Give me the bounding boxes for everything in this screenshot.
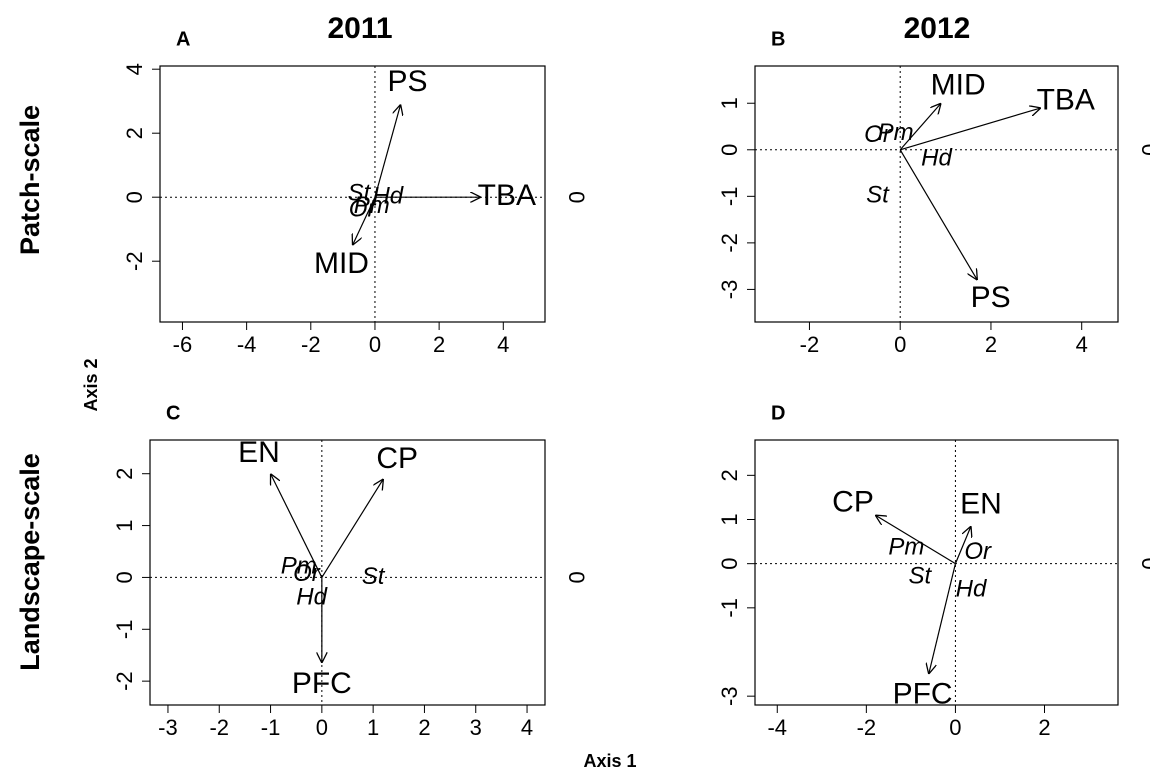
x-tick-label: -6: [173, 332, 193, 357]
arrow-label: EN: [960, 488, 1002, 521]
y-tick-label: -1: [717, 598, 742, 618]
x-tick-label: 2: [433, 332, 445, 357]
y-tick-label: 1: [112, 519, 137, 531]
arrow: [353, 196, 376, 245]
arrow: [929, 563, 957, 674]
y-tick-label: -1: [717, 187, 742, 207]
y-axis-label: Axis 2: [81, 358, 101, 411]
arrow-label: EN: [238, 436, 280, 469]
panel-label: C: [166, 402, 180, 424]
y2-tick-label: 0: [564, 191, 589, 203]
y-tick-label: 2: [112, 468, 137, 480]
x-tick-label: -2: [301, 332, 321, 357]
arrow: [899, 149, 977, 280]
column-title: 2011: [327, 12, 392, 45]
species-label: Hd: [372, 183, 403, 210]
arrow: [271, 474, 323, 578]
arrow-label: CP: [376, 442, 418, 475]
column-title: 2012: [904, 12, 971, 45]
x-tick-label: -2: [857, 715, 877, 740]
y-tick-label: 2: [717, 469, 742, 481]
x-tick-label: 0: [949, 715, 961, 740]
x-tick-label: -2: [209, 715, 229, 740]
arrow: [374, 104, 401, 198]
plot-frame: [754, 65, 1119, 323]
y2-tick-label: 0: [1137, 144, 1150, 156]
panel-label: B: [771, 28, 785, 50]
y-tick-label: 1: [717, 513, 742, 525]
x-axis-label: Axis 1: [583, 751, 636, 771]
y-tick-label: -3: [717, 686, 742, 706]
y-tick-label: 0: [717, 144, 742, 156]
x-tick-label: 2: [1038, 715, 1050, 740]
y-tick-label: -2: [717, 233, 742, 253]
species-label: St: [348, 179, 372, 206]
row-title: Landscape-scale: [15, 453, 45, 671]
arrow: [899, 103, 941, 151]
species-label: Pm: [281, 552, 317, 579]
x-tick-label: 0: [316, 715, 328, 740]
x-tick-label: 0: [894, 332, 906, 357]
y-tick-label: -3: [717, 280, 742, 300]
species-label: Or: [293, 560, 321, 587]
x-tick-label: -1: [261, 715, 281, 740]
arrow-label: MID: [314, 247, 369, 280]
plot-frame: [149, 439, 546, 706]
species-label: Pm: [888, 534, 924, 561]
y-tick-label: -2: [112, 671, 137, 691]
plot-frame: [159, 65, 546, 323]
y-tick-label: 4: [122, 63, 147, 75]
y-tick-label: 0: [112, 571, 137, 583]
x-tick-label: -3: [158, 715, 178, 740]
arrow-label: PFC: [893, 677, 953, 710]
y-tick-label: -1: [112, 620, 137, 640]
y-tick-label: 0: [717, 558, 742, 570]
species-label: Hd: [956, 576, 987, 603]
arrow-label: CP: [832, 486, 874, 519]
x-tick-label: -2: [800, 332, 820, 357]
arrow: [954, 526, 971, 564]
arrow-label: PS: [388, 65, 428, 98]
x-tick-label: 1: [367, 715, 379, 740]
arrow: [900, 108, 1041, 151]
x-tick-label: -4: [767, 715, 787, 740]
x-tick-label: 4: [521, 715, 533, 740]
x-tick-label: 2: [418, 715, 430, 740]
arrow: [321, 479, 384, 578]
species-label: Pm: [878, 119, 914, 146]
x-tick-label: 2: [985, 332, 997, 357]
x-tick-label: 3: [470, 715, 482, 740]
species-label: St: [362, 563, 386, 590]
y-tick-label: 2: [122, 127, 147, 139]
panel-label: D: [771, 402, 785, 424]
species-label: St: [866, 182, 890, 209]
plot-frame: [754, 439, 1119, 706]
species-label: Hd: [921, 144, 952, 171]
panel-label: A: [176, 28, 190, 50]
arrow: [875, 515, 956, 565]
x-tick-label: 0: [369, 332, 381, 357]
x-tick-label: 4: [1076, 332, 1088, 357]
y-tick-label: 0: [122, 191, 147, 203]
arrow-label: PFC: [292, 667, 352, 700]
row-title: Patch-scale: [15, 105, 45, 255]
species-label: Pm: [354, 192, 390, 219]
x-tick-label: 4: [497, 332, 509, 357]
y-tick-label: -2: [122, 251, 147, 271]
species-label: St: [908, 562, 932, 589]
y2-tick-label: 0: [1137, 558, 1150, 570]
arrow-label: TBA: [1037, 84, 1095, 117]
arrow-label: TBA: [478, 179, 536, 212]
species-label: Or: [349, 195, 377, 222]
species-label: Or: [864, 121, 892, 148]
species-label: Hd: [296, 584, 327, 611]
arrow-label: MID: [931, 69, 986, 102]
x-tick-label: -4: [237, 332, 257, 357]
y2-tick-label: 0: [564, 571, 589, 583]
arrow-label: PS: [971, 281, 1011, 314]
y-tick-label: 1: [717, 97, 742, 109]
species-label: Or: [964, 538, 992, 565]
